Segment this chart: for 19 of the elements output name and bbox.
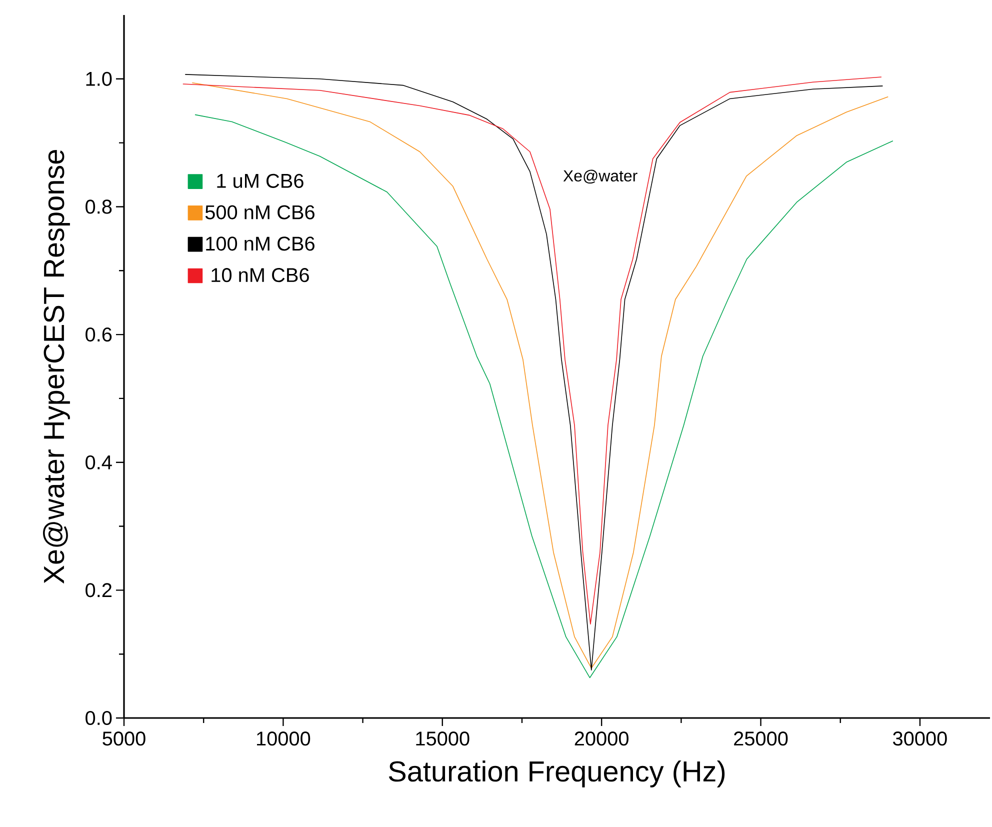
x-axis-title: Saturation Frequency (Hz): [388, 760, 725, 788]
legend-label: 10 nM CB6: [212, 268, 309, 282]
legend-label: 500 nM CB6: [205, 205, 314, 220]
x-tick-label: 5000: [102, 732, 146, 746]
y-tick-label: 0.6: [86, 327, 112, 342]
annotation: Xe@water: [563, 170, 638, 184]
y-tick-label: 0.2: [86, 583, 112, 598]
legend-label: 100 nM CB6: [206, 236, 314, 251]
x-tick-label: 30000: [893, 732, 947, 746]
y-tick-label: 0.4: [86, 455, 112, 470]
y-tick-label: 0.0: [86, 710, 112, 726]
legend-label: 1 uM CB6: [217, 174, 304, 188]
y-tick-label: 0.8: [86, 200, 112, 214]
y-axis-title: Xe@water HyperCEST Response: [43, 150, 70, 584]
x-tick-label: 20000: [574, 732, 628, 746]
x-tick-label: 25000: [734, 732, 788, 746]
x-tick-label: 10000: [257, 732, 310, 746]
x-tick-label: 15000: [416, 732, 470, 746]
y-tick-label: 1.0: [86, 72, 112, 86]
